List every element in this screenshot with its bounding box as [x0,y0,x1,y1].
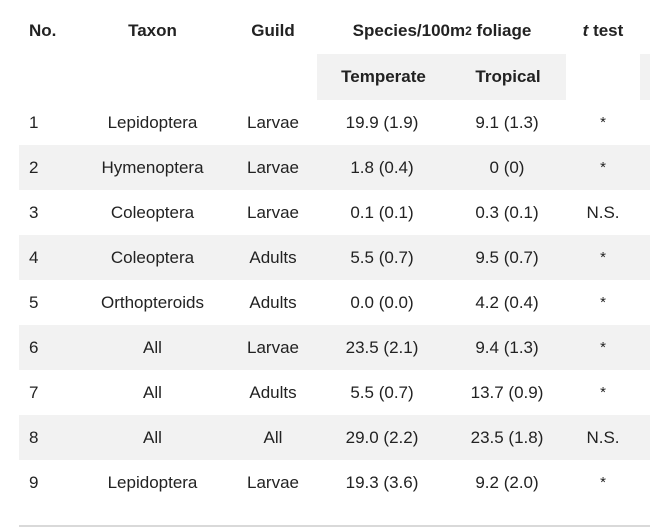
data-table: No. Taxon Guild Species/100m 2 foliage t … [19,8,650,505]
header-ttest: t test [567,8,639,54]
cell-taxon: Coleoptera [110,247,195,267]
bottom-divider [19,525,650,527]
header-species-prefix: Species/100m [352,21,466,40]
cell-temperate: 0.0 (0.0) [350,292,414,312]
subheader-temperate: Temperate [317,54,450,100]
table-row: 1 Lepidoptera Larvae 19.9 (1.9) 9.1 (1.3) * [19,100,650,145]
table-row: 5 Orthopteroids Adults 0.0 (0.0) 4.2 (0.4) * [19,280,650,325]
cell-ttest: N.S. [586,202,620,222]
header-row: No. Taxon Guild Species/100m 2 foliage t … [19,8,650,54]
cell-ttest: * [600,249,606,266]
cell-temperate: 5.5 (0.7) [350,382,414,402]
subheader-spacer [640,54,650,100]
cell-temperate: 29.0 (2.2) [345,427,419,447]
subheader-row: Temperate Tropical [19,54,650,100]
cell-no: 9 [29,472,39,492]
cell-tropical: 13.7 (0.9) [470,382,544,402]
cell-guild: Larvae [247,472,299,492]
header-guild: Guild [251,21,295,40]
cell-ttest: N.S. [586,427,620,447]
cell-ttest: * [600,339,606,356]
cell-no: 2 [29,157,39,177]
cell-guild: Adults [249,247,297,267]
cell-taxon: Coleoptera [110,202,195,222]
header-species-suffix: foliage [471,21,532,40]
cell-tropical: 9.1 (1.3) [475,112,539,132]
cell-no: 4 [29,247,39,267]
cell-guild: Larvae [247,337,299,357]
cell-no: 5 [29,292,39,312]
cell-no: 1 [29,112,39,132]
cell-temperate: 23.5 (2.1) [345,337,419,357]
cell-tropical: 23.5 (1.8) [470,427,544,447]
cell-tropical: 0 (0) [489,157,525,177]
cell-taxon: All [143,382,162,402]
cell-temperate: 19.9 (1.9) [345,112,419,132]
cell-guild: Adults [249,292,297,312]
cell-tropical: 9.2 (2.0) [475,472,539,492]
cell-guild: Larvae [247,157,299,177]
table-row: 6 All Larvae 23.5 (2.1) 9.4 (1.3) * [19,325,650,370]
cell-temperate: 0.1 (0.1) [350,202,414,222]
table-body: 1 Lepidoptera Larvae 19.9 (1.9) 9.1 (1.3) * 2 H… [19,100,650,505]
cell-temperate: 1.8 (0.4) [350,157,414,177]
cell-no: 6 [29,337,39,357]
cell-ttest: * [600,384,606,401]
table-row: 7 All Adults 5.5 (0.7) 13.7 (0.9) * [19,370,650,415]
cell-temperate: 19.3 (3.6) [345,472,419,492]
cell-guild: Adults [249,382,297,402]
header-ttest-rest: test [588,21,624,40]
cell-guild: Larvae [247,202,299,222]
header-taxon: Taxon [128,21,177,40]
cell-taxon: Lepidoptera [107,112,198,132]
cell-tropical: 9.5 (0.7) [475,247,539,267]
cell-guild: Larvae [247,112,299,132]
table-row: 9 Lepidoptera Larvae 19.3 (3.6) 9.2 (2.0) * [19,460,650,505]
table-row: 8 All All 29.0 (2.2) 23.5 (1.8) N.S. [19,415,650,460]
cell-ttest: * [600,294,606,311]
cell-no: 3 [29,202,39,222]
cell-tropical: 4.2 (0.4) [475,292,539,312]
cell-taxon: All [143,427,162,447]
cell-no: 8 [29,427,39,447]
table-row: 2 Hymenoptera Larvae 1.8 (0.4) 0 (0) * [19,145,650,190]
cell-tropical: 0.3 (0.1) [475,202,539,222]
cell-taxon: Lepidoptera [107,472,198,492]
table-row: 4 Coleoptera Adults 5.5 (0.7) 9.5 (0.7) * [19,235,650,280]
header-ttest-t: t [582,21,589,40]
cell-temperate: 5.5 (0.7) [350,247,414,267]
cell-taxon: All [143,337,162,357]
cell-no: 7 [29,382,39,402]
cell-guild: All [263,427,283,447]
subheader-tropical: Tropical [450,54,566,100]
cell-ttest: * [600,474,606,491]
cell-ttest: * [600,159,606,176]
cell-tropical: 9.4 (1.3) [475,337,539,357]
header-no: No. [29,21,57,40]
header-species: Species/100m 2 foliage [352,21,532,40]
cell-ttest: * [600,114,606,131]
cell-taxon: Hymenoptera [101,157,204,177]
cell-taxon: Orthopteroids [101,292,204,312]
table-row: 3 Coleoptera Larvae 0.1 (0.1) 0.3 (0.1) N.S. [19,190,650,235]
